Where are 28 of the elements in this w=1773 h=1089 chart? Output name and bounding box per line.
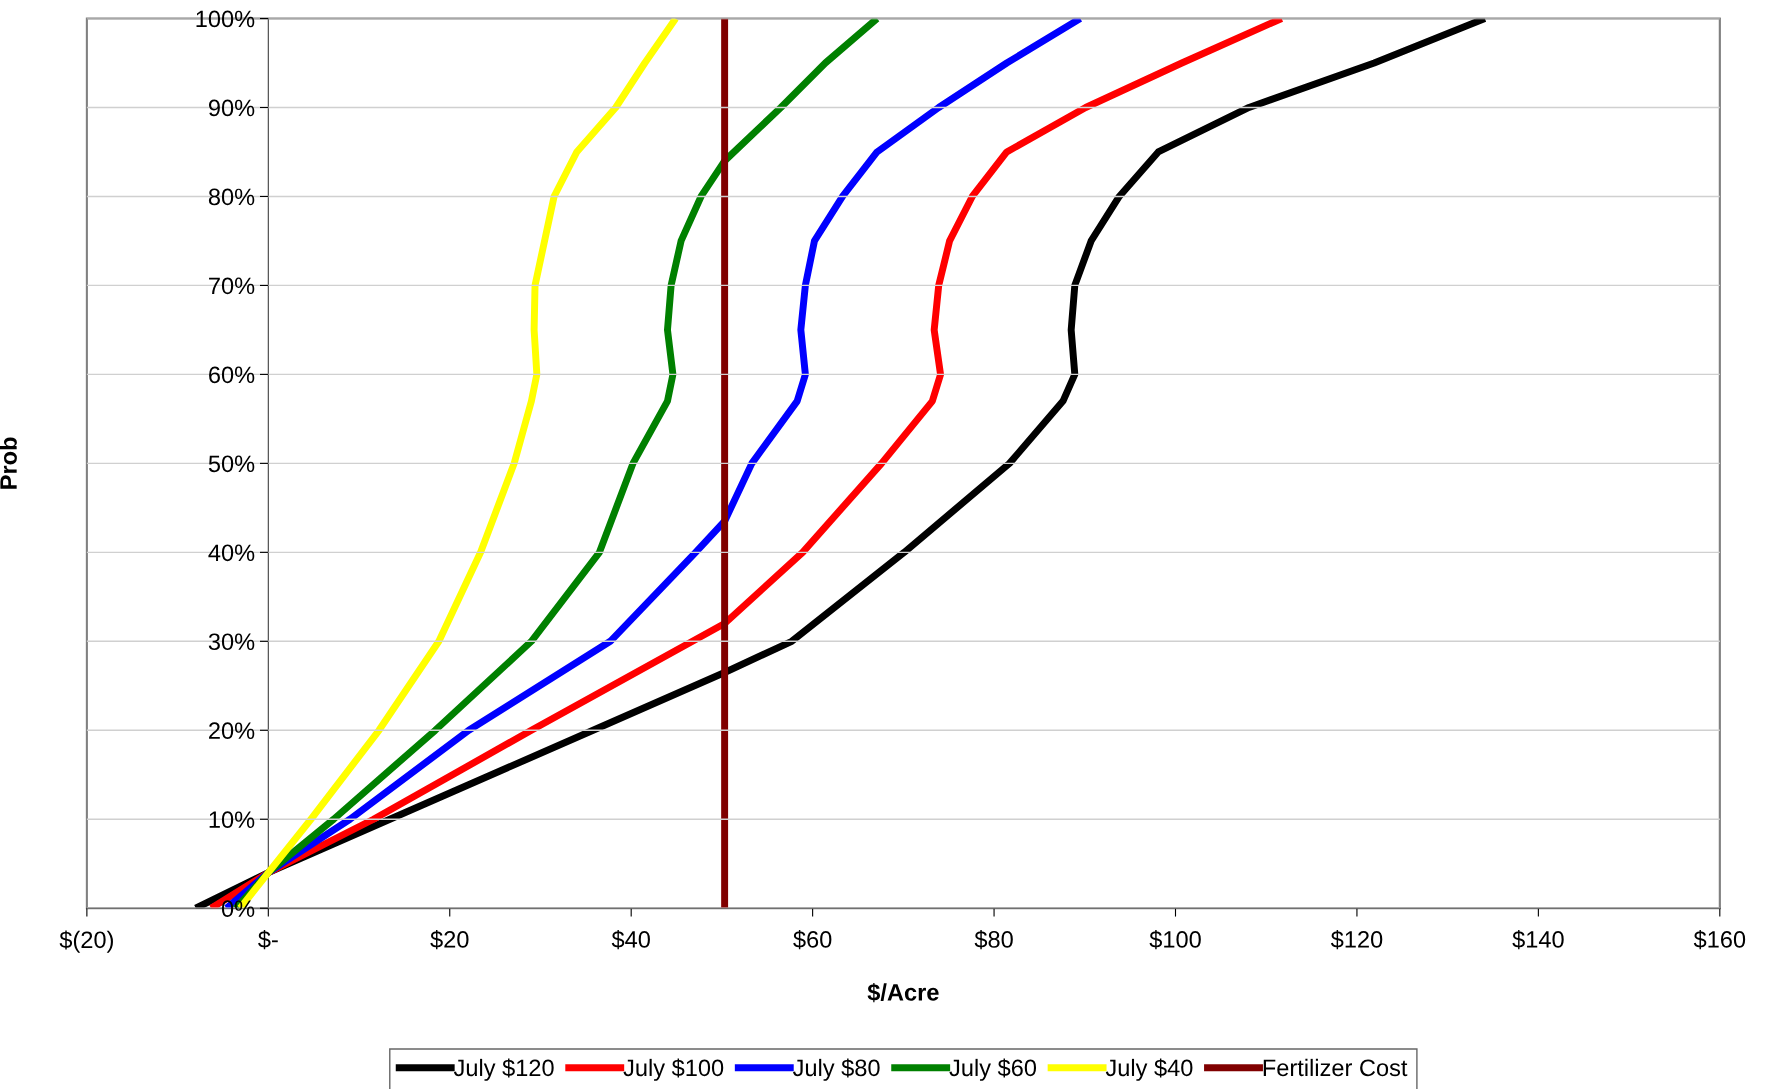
x-tick-label: $(20) xyxy=(59,930,113,953)
y-axis-title: Prob xyxy=(0,437,17,489)
x-tick-label: $- xyxy=(258,930,278,950)
x-tick-label: $40 xyxy=(611,930,650,950)
y-tick-label: 60% xyxy=(209,366,255,384)
y-tick-label: 30% xyxy=(208,633,255,651)
x-tick-label: $60 xyxy=(793,930,832,950)
x-tick-label: $20 xyxy=(430,930,469,950)
x-tick-label: $80 xyxy=(974,930,1013,950)
legend-label: July $60 xyxy=(949,1058,1037,1081)
legend-label: July $120 xyxy=(453,1058,554,1081)
legend-label: July $80 xyxy=(792,1058,880,1081)
legend-label: July $100 xyxy=(623,1058,724,1081)
y-tick-label: 70% xyxy=(209,277,255,295)
y-tick-label: 40% xyxy=(208,544,255,562)
y-tick-label: 50% xyxy=(208,455,255,473)
y-tick-label: 80% xyxy=(208,188,255,206)
legend-label: Fertilizer Cost xyxy=(1263,1058,1408,1077)
x-tick-label: $160 xyxy=(1693,930,1746,950)
x-axis-title: $/Acre xyxy=(867,982,939,1003)
y-tick-label: 100% xyxy=(196,10,255,28)
x-tick-label: $140 xyxy=(1512,930,1564,950)
y-tick-label: 90% xyxy=(208,99,255,117)
x-tick-label: $100 xyxy=(1149,930,1201,950)
legend-label: July $40 xyxy=(1105,1058,1193,1081)
x-tick-label: $120 xyxy=(1330,930,1383,950)
y-tick-label: 10% xyxy=(209,811,255,829)
y-tick-label: 20% xyxy=(209,722,255,740)
